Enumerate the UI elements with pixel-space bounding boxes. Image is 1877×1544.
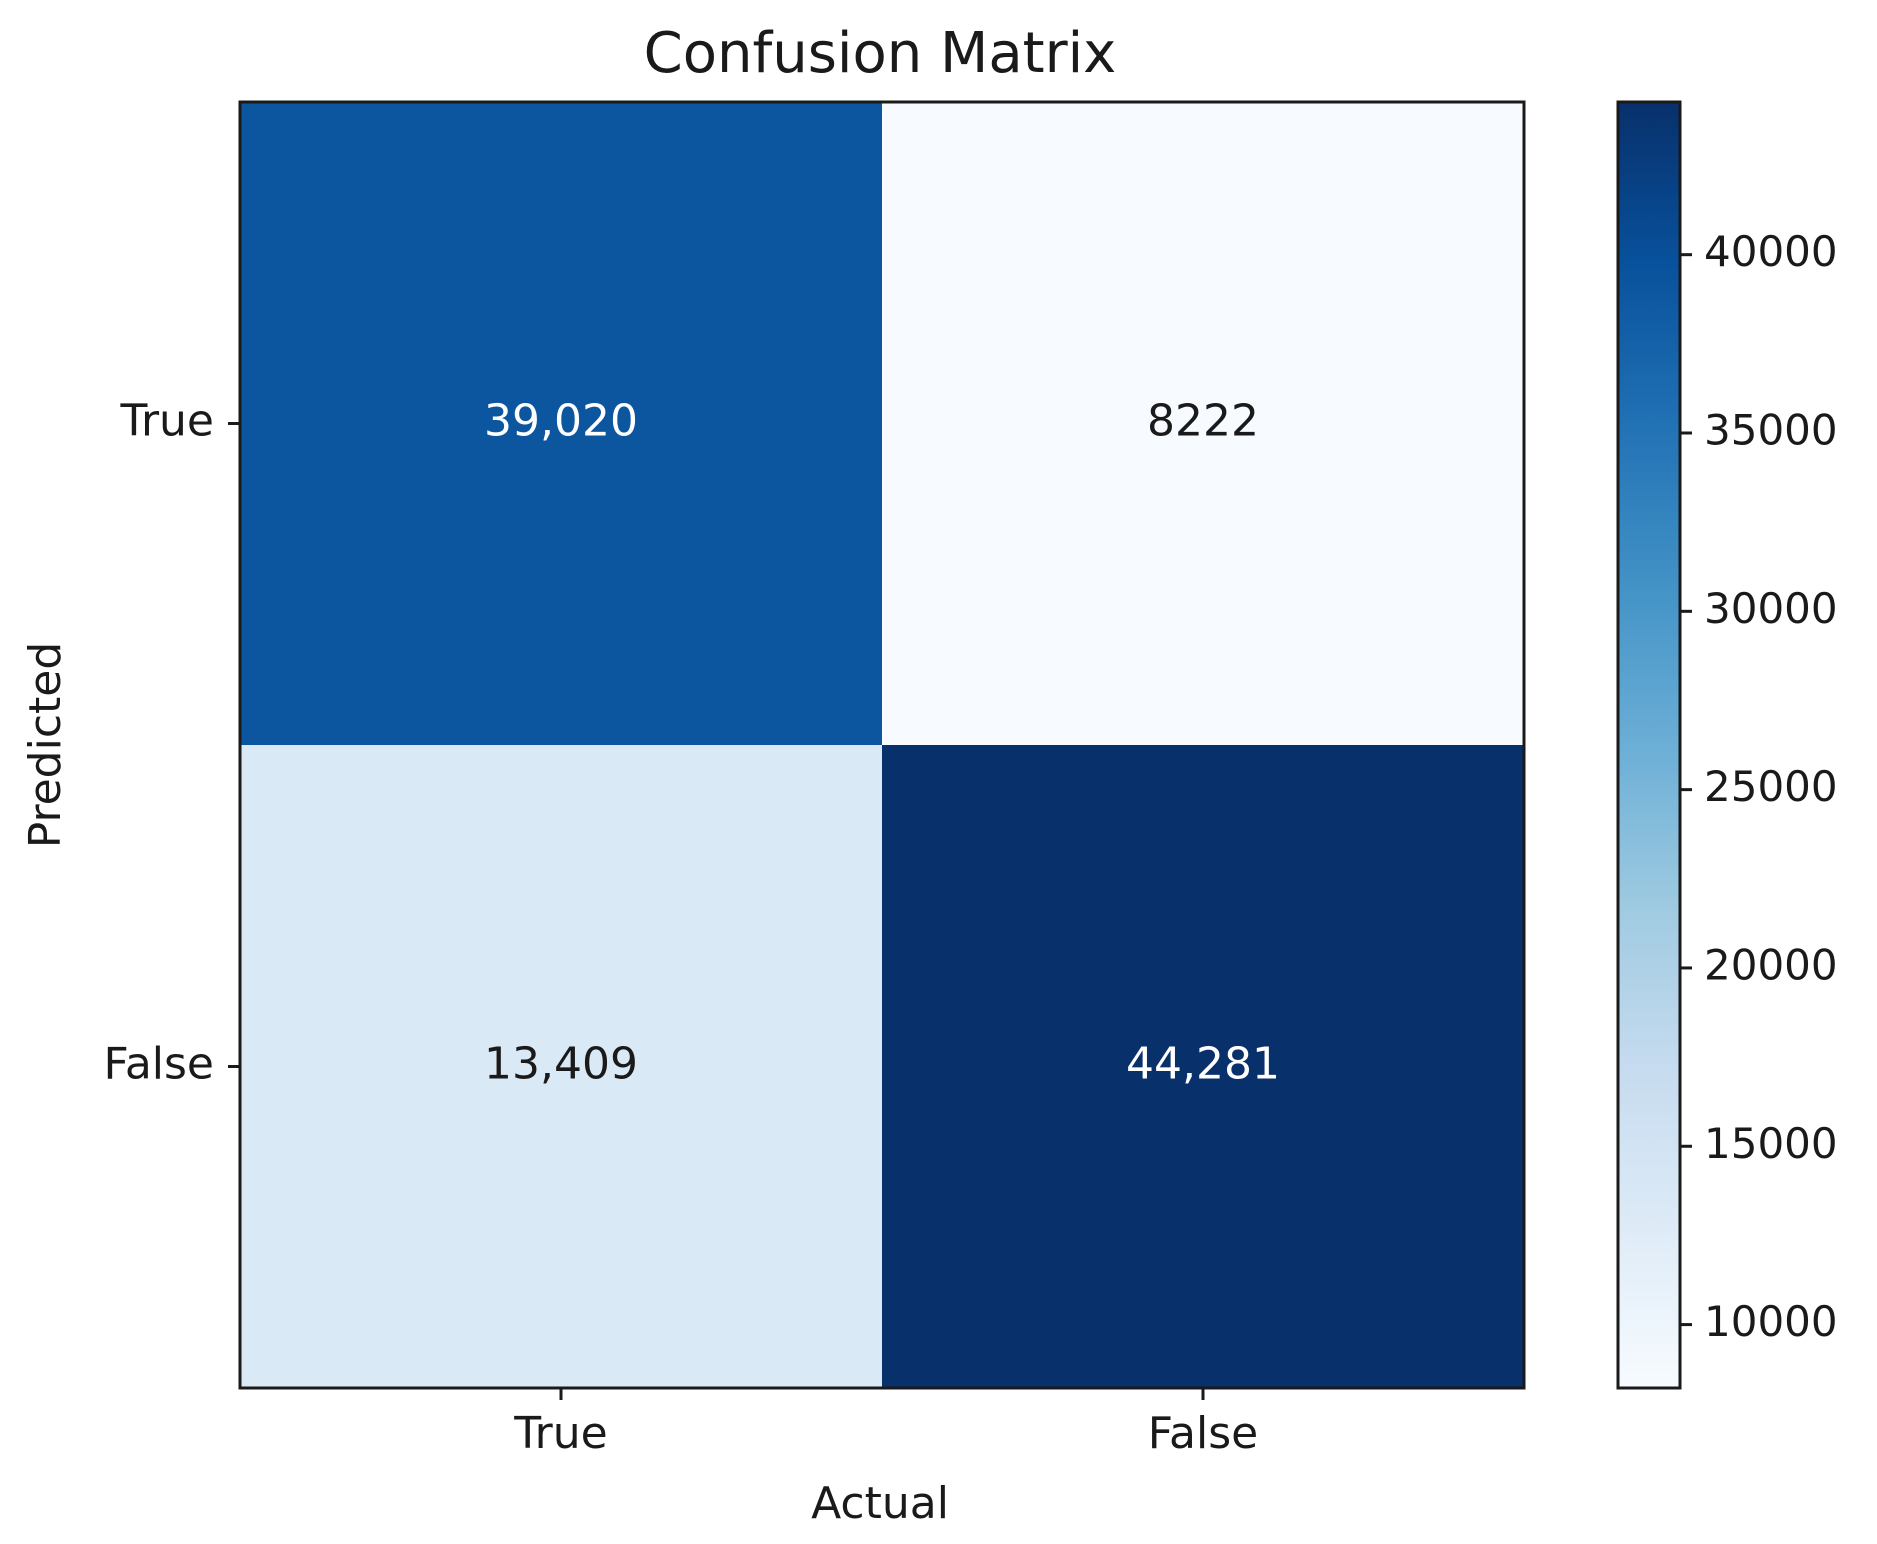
cell-value-label: 44,281 (1126, 1039, 1280, 1090)
colorbar-tick-label: 10000 (1704, 1297, 1838, 1346)
x-tick-label: True (513, 1408, 607, 1459)
colorbar-tick-label: 40000 (1704, 227, 1838, 276)
cell-value-label: 39,020 (484, 396, 638, 447)
x-axis-label: Actual (811, 1478, 949, 1529)
colorbar-tick-label: 30000 (1704, 584, 1838, 633)
x-axis-ticks: True False (513, 1388, 1258, 1459)
colorbar-tick-label: 25000 (1704, 762, 1838, 811)
colorbar-tick-label: 35000 (1704, 405, 1838, 454)
colorbar (1616, 100, 1682, 1390)
y-axis-ticks: True False (104, 396, 240, 1090)
y-tick-label: True (120, 396, 214, 447)
y-axis-label: Predicted (20, 642, 71, 849)
chart-title: Confusion Matrix (644, 21, 1117, 86)
heatmap-cell (882, 102, 1524, 745)
colorbar-ticks: 10000 15000 20000 25000 30000 35000 40000 (1680, 227, 1838, 1346)
heatmap-cell (240, 102, 882, 745)
cell-value-label: 8222 (1147, 396, 1259, 447)
colorbar-tick-label: 15000 (1704, 1119, 1838, 1168)
colorbar-tick-label: 20000 (1704, 940, 1838, 989)
heatmap-cell (882, 745, 1524, 1388)
heatmap-cells: 39,020 8222 13,409 44,281 (240, 102, 1524, 1388)
plot-frame (238, 100, 1526, 1390)
y-tick-label: False (104, 1039, 214, 1090)
cell-value-label: 13,409 (484, 1039, 638, 1090)
heatmap-cell (240, 745, 882, 1388)
x-tick-label: False (1148, 1408, 1258, 1459)
